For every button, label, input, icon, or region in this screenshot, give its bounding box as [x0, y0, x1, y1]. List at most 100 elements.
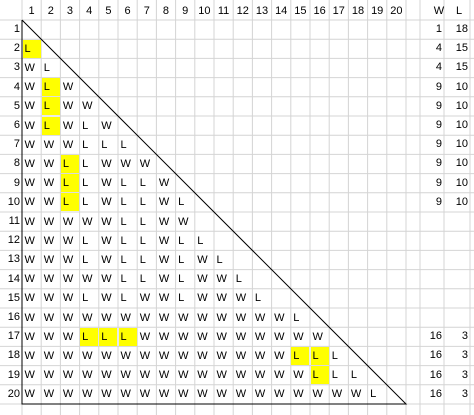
grid-cell[interactable]: W: [43, 253, 55, 266]
grid-cell[interactable]: W: [24, 61, 35, 74]
grid-cell[interactable]: W: [139, 388, 151, 401]
grid-cell[interactable]: W: [24, 196, 35, 209]
grid-cell[interactable]: W: [178, 369, 189, 382]
grid-cell[interactable]: W: [62, 119, 74, 132]
grid-cell[interactable]: W: [101, 196, 112, 209]
grid-cell[interactable]: W: [350, 388, 362, 401]
grid-cell[interactable]: W: [139, 157, 151, 170]
grid-cell[interactable]: W: [216, 311, 227, 324]
grid-cell[interactable]: W: [62, 234, 74, 247]
grid-cell[interactable]: W: [82, 349, 93, 362]
grid-cell[interactable]: W: [62, 273, 74, 286]
grid-cell[interactable]: L: [120, 273, 127, 286]
grid-cell[interactable]: L: [120, 138, 127, 151]
grid-cell[interactable]: W: [178, 311, 189, 324]
grid-cell[interactable]: W: [274, 311, 285, 324]
grid-cell[interactable]: W: [82, 215, 93, 228]
grid-cell[interactable]: W: [82, 100, 93, 113]
grid-cell[interactable]: W: [24, 388, 35, 401]
grid-cell[interactable]: W: [216, 349, 227, 362]
grid-cell[interactable]: L: [41, 97, 60, 116]
grid-cell[interactable]: W: [43, 157, 55, 170]
grid-cell[interactable]: W: [216, 330, 227, 343]
grid-cell[interactable]: L: [82, 234, 89, 247]
grid-cell[interactable]: L: [101, 138, 108, 151]
grid-cell[interactable]: L: [178, 253, 185, 266]
grid-cell[interactable]: W: [120, 157, 131, 170]
grid-cell[interactable]: L: [254, 292, 262, 305]
grid-cell[interactable]: W: [178, 388, 189, 401]
grid-cell[interactable]: W: [62, 388, 74, 401]
grid-cell[interactable]: W: [43, 349, 55, 362]
grid-cell[interactable]: W: [197, 292, 208, 305]
grid-cell[interactable]: L: [99, 327, 118, 346]
grid-cell[interactable]: L: [41, 116, 60, 135]
grid-cell[interactable]: W: [43, 196, 55, 209]
grid-cell[interactable]: L: [80, 327, 99, 346]
grid-cell[interactable]: W: [235, 388, 247, 401]
grid-cell[interactable]: L: [118, 327, 137, 346]
grid-cell[interactable]: W: [235, 292, 247, 305]
grid-cell[interactable]: W: [293, 369, 304, 382]
grid-cell[interactable]: W: [235, 311, 247, 324]
grid-cell[interactable]: W: [62, 253, 74, 266]
grid-cell[interactable]: L: [82, 138, 89, 151]
grid-cell[interactable]: W: [312, 330, 323, 343]
grid-cell[interactable]: L: [178, 196, 185, 209]
grid-cell[interactable]: L: [178, 273, 185, 286]
grid-cell[interactable]: W: [82, 273, 93, 286]
grid-cell[interactable]: L: [235, 273, 242, 286]
grid-cell[interactable]: W: [24, 215, 35, 228]
grid-cell[interactable]: W: [101, 215, 112, 228]
grid-cell[interactable]: L: [216, 253, 223, 266]
grid-cell[interactable]: L: [120, 215, 127, 228]
grid-cell[interactable]: W: [139, 292, 151, 305]
grid-cell[interactable]: W: [43, 292, 55, 305]
grid-cell[interactable]: W: [24, 157, 35, 170]
grid-cell[interactable]: W: [43, 234, 55, 247]
grid-cell[interactable]: W: [178, 349, 189, 362]
grid-cell[interactable]: W: [158, 311, 170, 324]
grid-cell[interactable]: W: [120, 311, 131, 324]
grid-cell[interactable]: L: [60, 154, 80, 174]
grid-cell[interactable]: W: [82, 388, 93, 401]
grid-cell[interactable]: W: [43, 215, 55, 228]
grid-cell[interactable]: W: [197, 369, 208, 382]
grid-cell[interactable]: W: [254, 330, 266, 343]
grid-cell[interactable]: W: [331, 388, 343, 401]
grid-cell[interactable]: L: [82, 177, 89, 190]
grid-cell[interactable]: L: [120, 177, 127, 190]
grid-cell[interactable]: W: [158, 330, 170, 343]
grid-cell[interactable]: W: [62, 138, 74, 151]
grid-cell[interactable]: W: [254, 369, 266, 382]
grid-cell[interactable]: W: [43, 388, 55, 401]
grid-cell[interactable]: W: [43, 369, 55, 382]
grid-cell[interactable]: W: [101, 369, 112, 382]
grid-cell[interactable]: W: [62, 100, 74, 113]
grid-cell[interactable]: L: [82, 157, 89, 170]
grid-cell[interactable]: W: [312, 388, 323, 401]
grid-cell[interactable]: W: [235, 330, 247, 343]
grid-cell[interactable]: W: [158, 196, 170, 209]
grid-cell[interactable]: W: [254, 388, 266, 401]
grid-cell[interactable]: W: [254, 349, 266, 362]
grid-cell[interactable]: W: [139, 311, 151, 324]
grid-cell[interactable]: L: [120, 234, 127, 247]
grid-cell[interactable]: W: [24, 349, 35, 362]
grid-cell[interactable]: W: [43, 138, 55, 151]
grid-cell[interactable]: W: [197, 311, 208, 324]
grid-cell[interactable]: W: [24, 273, 35, 286]
grid-cell[interactable]: W: [101, 234, 112, 247]
grid-cell[interactable]: W: [158, 369, 170, 382]
grid-cell[interactable]: L: [82, 292, 89, 305]
grid-cell[interactable]: W: [24, 234, 35, 247]
grid-cell[interactable]: W: [235, 369, 247, 382]
grid-cell[interactable]: L: [82, 253, 89, 266]
grid-cell[interactable]: W: [158, 253, 170, 266]
grid-cell[interactable]: L: [331, 369, 338, 382]
grid-cell[interactable]: L: [43, 61, 50, 74]
grid-cell[interactable]: W: [101, 119, 112, 132]
grid-cell[interactable]: W: [293, 388, 304, 401]
grid-cell[interactable]: W: [43, 273, 55, 286]
